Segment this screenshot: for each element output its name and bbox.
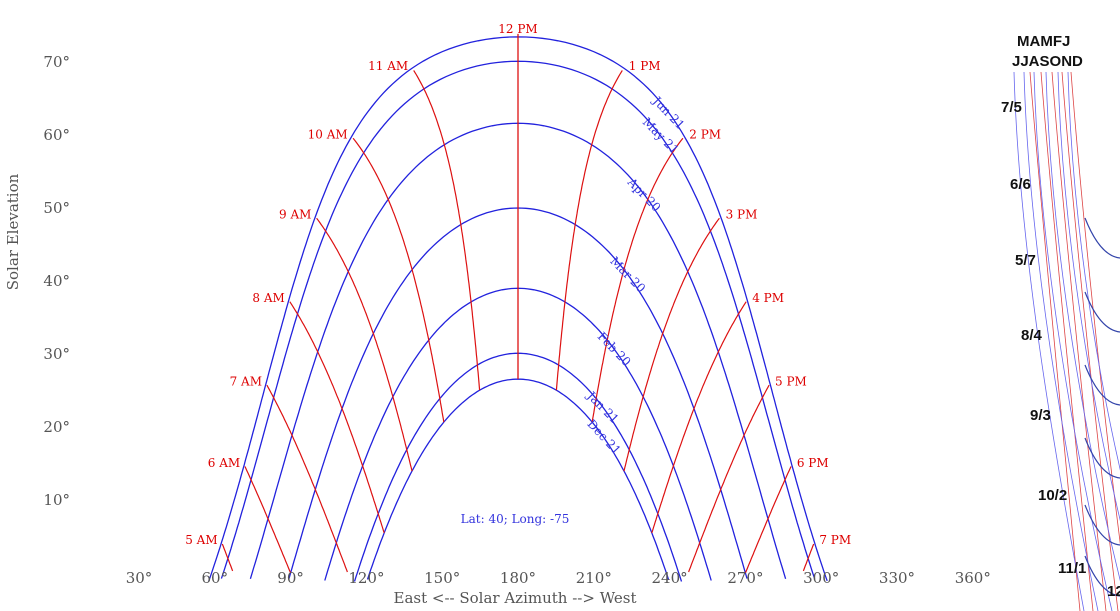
y-tick-label: 60° bbox=[43, 126, 70, 144]
hour-curve-4-pm bbox=[651, 301, 747, 534]
x-tick-label: 150° bbox=[424, 569, 460, 587]
hour-label-6-pm: 6 PM bbox=[797, 456, 829, 470]
side-hour-line bbox=[1029, 71, 1081, 611]
date-label-mar-20: Mar 20 bbox=[607, 254, 648, 296]
date-label-dec-21: Dec 21 bbox=[584, 417, 623, 458]
side-date-label: 9/3 bbox=[1030, 407, 1051, 424]
side-date-label: 8/4 bbox=[1021, 327, 1043, 344]
hour-curve-5-am bbox=[221, 543, 234, 572]
hour-curve-3-pm bbox=[623, 217, 720, 472]
side-hour-line bbox=[1061, 71, 1119, 611]
side-curve bbox=[1084, 217, 1120, 259]
hour-labels: 5 AM 6 AM 7 AM 8 AM 9 AM 10 AM 11 AM 12 PM 1 PM 2… bbox=[185, 22, 851, 547]
side-date-line bbox=[1067, 71, 1120, 471]
side-curve bbox=[1084, 291, 1120, 333]
hour-curve-6-pm bbox=[744, 466, 792, 573]
hour-curve-2-pm bbox=[591, 137, 684, 423]
hour-label-9-am: 9 AM bbox=[279, 208, 311, 222]
hour-curve-9-am bbox=[316, 217, 413, 472]
x-tick-label: 60° bbox=[202, 569, 229, 587]
x-tick-label: 300° bbox=[803, 569, 839, 587]
y-tick-label: 70° bbox=[43, 53, 70, 71]
side-date-label: 12 bbox=[1107, 583, 1120, 600]
date-curve-dec-21 bbox=[366, 378, 670, 580]
date-curve-jan-21 bbox=[353, 352, 683, 582]
y-axis-label: Solar Elevation bbox=[4, 173, 22, 290]
x-tick-label: 240° bbox=[652, 569, 688, 587]
side-curve bbox=[1084, 504, 1120, 546]
hour-curve-10-am bbox=[352, 137, 445, 423]
hour-curve-5-pm bbox=[688, 384, 770, 573]
hour-curve-7-am bbox=[266, 384, 348, 573]
hour-label-11-am: 11 AM bbox=[368, 59, 408, 73]
location-annotation: Lat: 40; Long: -75 bbox=[461, 512, 570, 526]
side-date-line bbox=[1057, 71, 1120, 521]
hour-label-5-am: 5 AM bbox=[185, 533, 217, 547]
hour-label-3-pm: 3 PM bbox=[726, 208, 758, 222]
hour-label-1-pm: 1 PM bbox=[629, 59, 661, 73]
side-date-label: 6/6 bbox=[1010, 176, 1031, 193]
side-analemma-panel: MAMFJ JJASOND 7/5 6/6 5/7 8/4 9/3 10/2 11/1 12 bbox=[1001, 33, 1120, 611]
side-panel-lines bbox=[1013, 71, 1120, 611]
x-tick-label: 180° bbox=[500, 569, 536, 587]
x-tick-label: 330° bbox=[879, 569, 915, 587]
y-tick-label: 50° bbox=[43, 199, 70, 217]
hour-label-7-pm: 7 PM bbox=[819, 533, 851, 547]
hour-curve-1-pm bbox=[555, 70, 623, 391]
side-date-line bbox=[1023, 71, 1099, 611]
y-axis-ticks: 10° 20° 30° 40° 50° 60° 70° bbox=[43, 53, 70, 509]
hour-label-6-am: 6 AM bbox=[208, 456, 240, 470]
side-date-label: 10/2 bbox=[1038, 487, 1067, 504]
side-hour-line bbox=[1070, 71, 1120, 545]
y-tick-label: 10° bbox=[43, 491, 70, 509]
x-tick-label: 30° bbox=[126, 569, 153, 587]
hour-label-4-pm: 4 PM bbox=[752, 291, 784, 305]
hour-label-12-pm: 12 PM bbox=[498, 22, 537, 36]
x-axis-ticks: 30° 60° 90° 120° 150° 180° 210° 240° 270° 300° 330… bbox=[126, 569, 991, 587]
x-axis-label: East <-- Solar Azimuth --> West bbox=[394, 589, 637, 607]
side-date-label: 11/1 bbox=[1058, 560, 1086, 577]
hour-curve-8-am bbox=[289, 301, 385, 534]
hour-curve-7-pm bbox=[802, 543, 815, 572]
x-tick-label: 210° bbox=[576, 569, 612, 587]
date-label-feb-20: Feb 20 bbox=[595, 329, 634, 369]
x-tick-label: 360° bbox=[955, 569, 991, 587]
side-hour-line bbox=[1051, 71, 1107, 611]
hour-label-2-pm: 2 PM bbox=[689, 127, 721, 141]
y-tick-label: 20° bbox=[43, 418, 70, 436]
side-date-label: 7/5 bbox=[1001, 99, 1022, 116]
hour-label-5-pm: 5 PM bbox=[775, 375, 807, 389]
side-date-line bbox=[1013, 71, 1085, 611]
hour-label-7-am: 7 AM bbox=[230, 375, 262, 389]
side-date-line bbox=[1033, 71, 1113, 611]
y-tick-label: 30° bbox=[43, 345, 70, 363]
side-curve bbox=[1084, 364, 1120, 406]
hour-curve-11-am bbox=[413, 70, 481, 391]
x-tick-label: 120° bbox=[348, 569, 384, 587]
hour-label-8-am: 8 AM bbox=[252, 291, 284, 305]
side-date-label: 5/7 bbox=[1015, 252, 1036, 269]
side-month-header-top: MAMFJ bbox=[1017, 33, 1070, 50]
x-tick-label: 270° bbox=[727, 569, 763, 587]
hour-label-10-am: 10 AM bbox=[308, 127, 348, 141]
hour-curve-6-am bbox=[244, 466, 292, 573]
side-hour-line bbox=[1040, 71, 1094, 611]
hour-curves bbox=[221, 33, 815, 573]
y-tick-label: 40° bbox=[43, 272, 70, 290]
date-label-jan-21: Jan 21 bbox=[583, 387, 622, 426]
x-tick-label: 90° bbox=[277, 569, 304, 587]
side-date-line bbox=[1045, 71, 1120, 582]
side-curve bbox=[1084, 437, 1120, 479]
side-curve bbox=[1084, 555, 1120, 597]
side-month-header-bottom: JJASOND bbox=[1012, 53, 1083, 70]
